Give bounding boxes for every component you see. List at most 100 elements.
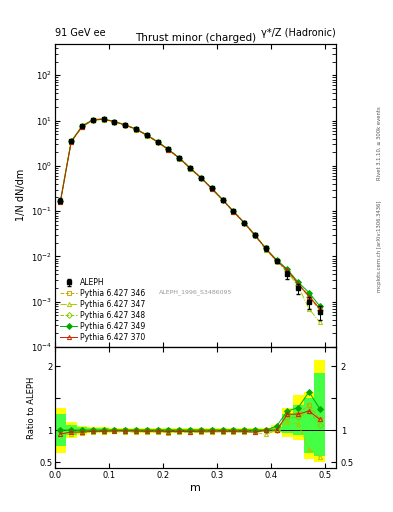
Pythia 6.427 348	[166, 146, 171, 153]
Text: mcplots.cern.ch [arXiv:1306.3436]: mcplots.cern.ch [arXiv:1306.3436]	[377, 200, 382, 291]
Pythia 6.427 347	[177, 156, 182, 162]
Bar	[87, 428, 98, 432]
Pythia 6.427 349	[209, 185, 214, 191]
Bar	[196, 429, 206, 432]
Bar	[282, 414, 293, 433]
Pythia 6.427 349	[134, 126, 138, 132]
Pythia 6.427 347	[123, 122, 128, 129]
Pythia 6.427 370	[307, 293, 311, 300]
Text: 91 GeV ee: 91 GeV ee	[55, 28, 106, 38]
Pythia 6.427 370	[231, 208, 236, 215]
Bar	[55, 414, 66, 446]
Text: ALEPH_1996_S3486095: ALEPH_1996_S3486095	[159, 290, 232, 295]
Bar	[282, 408, 293, 437]
Pythia 6.427 346	[209, 185, 214, 191]
Bar	[152, 429, 163, 432]
Pythia 6.427 349	[220, 197, 225, 203]
Bar	[141, 429, 152, 432]
Pythia 6.427 370	[166, 147, 171, 153]
Pythia 6.427 346	[253, 232, 257, 238]
Pythia 6.427 370	[253, 232, 257, 239]
Pythia 6.427 370	[80, 123, 84, 130]
Pythia 6.427 348	[155, 139, 160, 145]
Pythia 6.427 348	[296, 282, 301, 288]
Pythia 6.427 370	[296, 281, 301, 287]
Pythia 6.427 348	[263, 245, 268, 251]
X-axis label: m: m	[190, 483, 201, 493]
Pythia 6.427 346	[101, 116, 106, 122]
Pythia 6.427 349	[307, 289, 311, 295]
Pythia 6.427 347	[69, 139, 73, 145]
Pythia 6.427 348	[58, 198, 63, 204]
Pythia 6.427 346	[145, 132, 149, 138]
Pythia 6.427 347	[90, 117, 95, 123]
Pythia 6.427 349	[166, 146, 171, 153]
Pythia 6.427 347	[145, 133, 149, 139]
Bar	[271, 427, 282, 432]
Bar	[304, 398, 314, 453]
Pythia 6.427 346	[198, 175, 203, 181]
Pythia 6.427 348	[145, 132, 149, 138]
Bar	[250, 428, 261, 432]
Pythia 6.427 348	[253, 232, 257, 238]
Pythia 6.427 347	[198, 175, 203, 181]
Pythia 6.427 348	[242, 220, 246, 226]
Pythia 6.427 347	[318, 319, 322, 326]
Bar	[314, 360, 325, 462]
Bar	[228, 429, 239, 432]
Bar	[120, 428, 131, 432]
Pythia 6.427 348	[123, 122, 128, 128]
Bar	[185, 429, 196, 432]
Bar	[77, 427, 88, 433]
Bar	[163, 428, 174, 433]
Bar	[109, 429, 120, 432]
Pythia 6.427 347	[209, 186, 214, 192]
Bar	[163, 429, 174, 432]
Pythia 6.427 346	[166, 146, 171, 153]
Pythia 6.427 349	[198, 175, 203, 181]
Pythia 6.427 370	[134, 126, 138, 133]
Line: Pythia 6.427 346: Pythia 6.427 346	[58, 117, 322, 311]
Line: Pythia 6.427 349: Pythia 6.427 349	[58, 117, 322, 308]
Pythia 6.427 370	[112, 119, 117, 125]
Pythia 6.427 348	[285, 268, 290, 274]
Bar	[109, 428, 120, 433]
Pythia 6.427 349	[123, 122, 128, 128]
Bar	[261, 428, 271, 432]
Bar	[314, 373, 325, 456]
Pythia 6.427 370	[123, 122, 128, 128]
Pythia 6.427 346	[90, 116, 95, 122]
Pythia 6.427 349	[263, 245, 268, 251]
Legend: ALEPH, Pythia 6.427 346, Pythia 6.427 347, Pythia 6.427 348, Pythia 6.427 349, P: ALEPH, Pythia 6.427 346, Pythia 6.427 34…	[59, 276, 147, 343]
Pythia 6.427 348	[209, 185, 214, 191]
Pythia 6.427 370	[58, 199, 63, 205]
Pythia 6.427 347	[285, 269, 290, 275]
Pythia 6.427 348	[80, 123, 84, 129]
Bar	[152, 428, 163, 433]
Line: Pythia 6.427 370: Pythia 6.427 370	[58, 117, 322, 311]
Pythia 6.427 349	[80, 123, 84, 129]
Pythia 6.427 349	[253, 232, 257, 238]
Pythia 6.427 349	[296, 279, 301, 285]
Pythia 6.427 347	[112, 119, 117, 125]
Bar	[77, 425, 88, 435]
Pythia 6.427 347	[274, 258, 279, 264]
Pythia 6.427 348	[274, 258, 279, 264]
Bar	[293, 395, 304, 440]
Pythia 6.427 347	[155, 139, 160, 145]
Bar	[293, 404, 304, 435]
Bar	[217, 428, 228, 432]
Pythia 6.427 370	[242, 220, 246, 226]
Pythia 6.427 349	[231, 208, 236, 214]
Pythia 6.427 349	[188, 165, 193, 171]
Bar	[98, 428, 109, 432]
Text: Rivet 3.1.10, ≥ 300k events: Rivet 3.1.10, ≥ 300k events	[377, 106, 382, 180]
Pythia 6.427 370	[285, 267, 290, 273]
Pythia 6.427 348	[188, 165, 193, 171]
Pythia 6.427 346	[134, 126, 138, 132]
Pythia 6.427 370	[198, 175, 203, 181]
Pythia 6.427 347	[307, 306, 311, 312]
Pythia 6.427 346	[285, 267, 290, 273]
Text: γ*/Z (Hadronic): γ*/Z (Hadronic)	[261, 28, 336, 38]
Bar	[271, 425, 282, 433]
